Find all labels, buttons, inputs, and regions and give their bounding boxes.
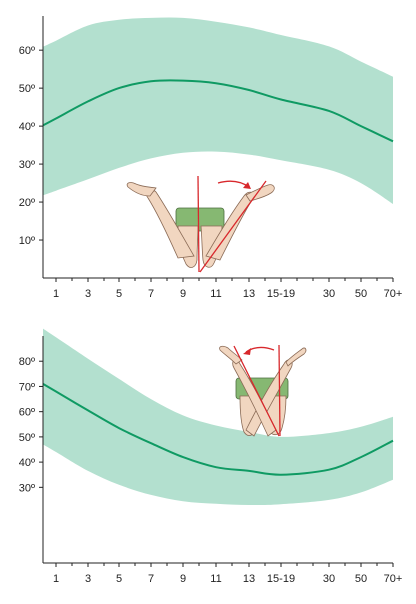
x-tick-label: 50 xyxy=(355,288,367,300)
x-tick-label: 70+ xyxy=(384,288,403,300)
x-tick-label: 13 xyxy=(243,288,255,300)
x-tick-label: 9 xyxy=(180,573,186,585)
y-ticks: 30º 40º 50º 60º 70º 80º xyxy=(19,356,43,494)
x-tick-label: 15-19 xyxy=(267,573,295,585)
normal-range-band xyxy=(43,18,393,204)
x-tick-label: 30 xyxy=(323,288,335,300)
x-tick-label: 5 xyxy=(116,288,122,300)
x-ticks: 1 3 5 7 9 11 13 15-19 30 50 70+ xyxy=(53,278,402,300)
x-tick-label: 11 xyxy=(210,573,221,585)
x-tick-label: 3 xyxy=(85,573,91,585)
x-tick-label: 30 xyxy=(323,573,335,585)
external-rotation-illustration xyxy=(127,176,274,272)
x-tick-label: 1 xyxy=(53,573,59,585)
normal-range-band-group xyxy=(43,329,393,505)
y-tick-label: 80º xyxy=(19,356,35,368)
y-tick-label: 10º xyxy=(19,235,35,247)
x-tick-label: 15-19 xyxy=(267,288,295,300)
x-tick-label: 1 xyxy=(53,288,59,300)
normal-range-band-group xyxy=(43,18,393,204)
y-ticks: 10º 20º 30º 40º 50º 60º xyxy=(19,45,43,247)
x-tick-label: 9 xyxy=(180,288,186,300)
x-tick-label: 5 xyxy=(116,573,122,585)
y-tick-label: 30º xyxy=(19,159,35,171)
y-tick-label: 40º xyxy=(19,457,35,469)
x-tick-label: 50 xyxy=(355,573,367,585)
x-ticks: 1 3 5 7 9 11 13 15-19 30 50 70+ xyxy=(53,563,402,585)
x-tick-label: 70+ xyxy=(384,573,403,585)
y-tick-label: 70º xyxy=(19,381,35,393)
x-tick-label: 13 xyxy=(243,573,255,585)
x-tick-label: 3 xyxy=(85,288,91,300)
y-tick-label: 60º xyxy=(19,407,35,419)
x-tick-label: 7 xyxy=(148,573,154,585)
x-tick-label: 11 xyxy=(210,288,221,300)
y-tick-label: 50º xyxy=(19,83,35,95)
y-tick-label: 60º xyxy=(19,45,35,57)
normal-range-band xyxy=(43,329,393,505)
y-tick-label: 40º xyxy=(19,121,35,133)
internal-rotation-illustration xyxy=(220,345,306,436)
y-tick-label: 50º xyxy=(19,432,35,444)
x-tick-label: 7 xyxy=(148,288,154,300)
y-tick-label: 20º xyxy=(19,197,35,209)
y-tick-label: 30º xyxy=(19,482,35,494)
